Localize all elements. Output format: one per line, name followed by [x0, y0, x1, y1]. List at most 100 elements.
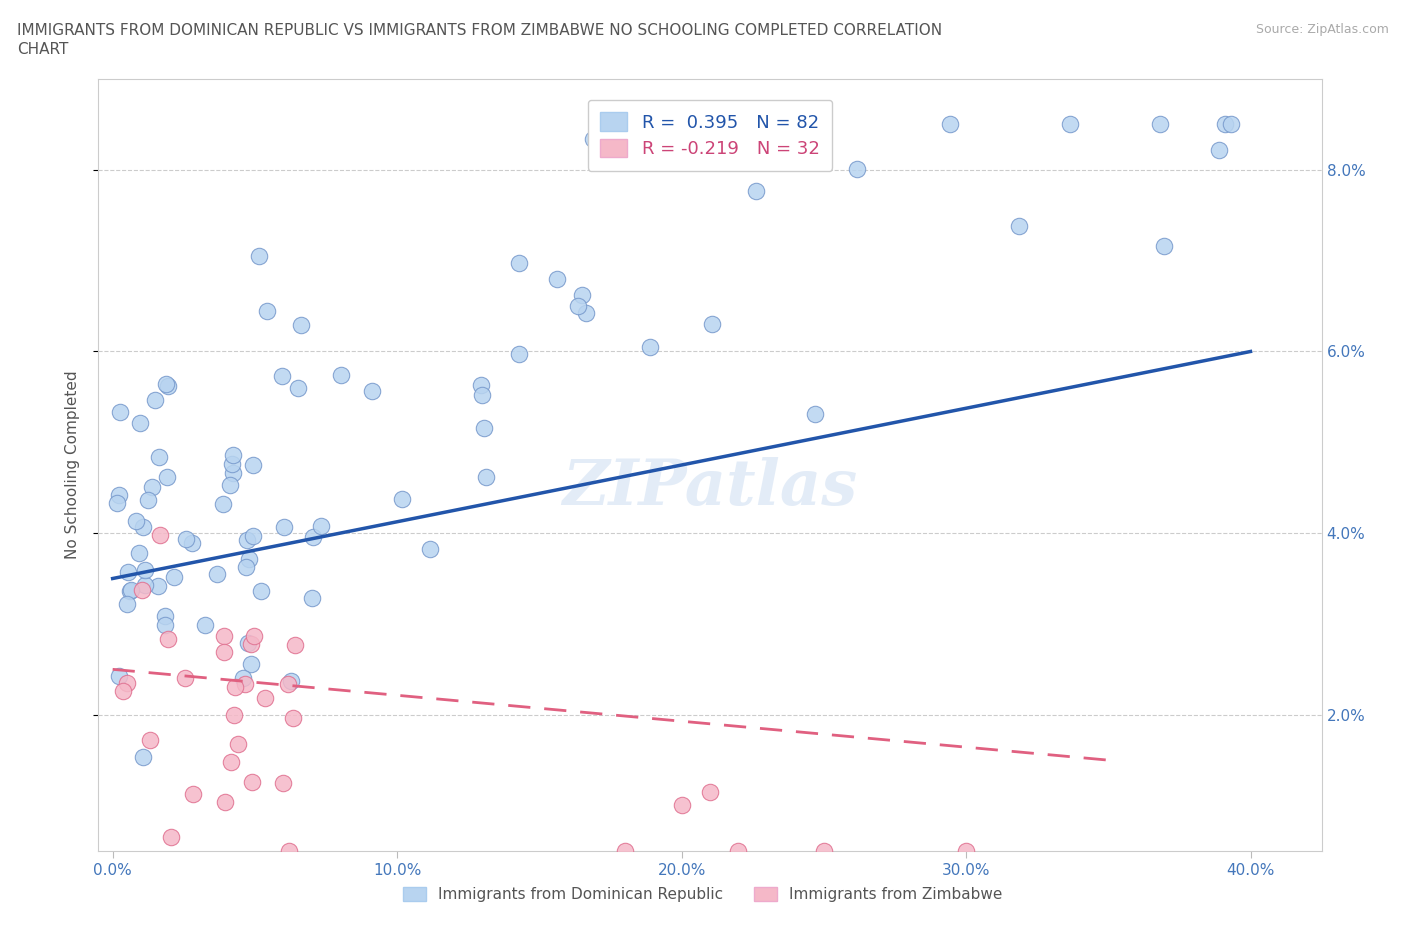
Point	[727, 844, 749, 858]
Point	[157, 379, 180, 393]
Point	[243, 629, 266, 644]
Point	[205, 567, 228, 582]
Point	[153, 608, 176, 623]
Point	[311, 519, 333, 534]
Point	[174, 671, 197, 686]
Point	[131, 750, 153, 764]
Text: ZIPatlas: ZIPatlas	[562, 458, 858, 519]
Point	[120, 583, 142, 598]
Point	[148, 449, 170, 464]
Point	[846, 162, 869, 177]
Point	[290, 318, 312, 333]
Point	[575, 306, 598, 321]
Point	[105, 496, 128, 511]
Point	[360, 383, 382, 398]
Point	[256, 304, 278, 319]
Point	[253, 690, 276, 705]
Point	[240, 657, 263, 671]
Point	[212, 628, 235, 643]
Point	[955, 844, 977, 858]
Point	[212, 497, 235, 512]
Point	[141, 479, 163, 494]
Legend: Immigrants from Dominican Republic, Immigrants from Zimbabwe: Immigrants from Dominican Republic, Immi…	[398, 881, 1008, 909]
Point	[508, 255, 530, 270]
Point	[232, 671, 254, 685]
Point	[582, 131, 605, 146]
Point	[236, 635, 259, 650]
Point	[281, 711, 304, 725]
Point	[1208, 142, 1230, 157]
Point	[247, 249, 270, 264]
Point	[131, 519, 153, 534]
Point	[156, 631, 179, 646]
Point	[108, 405, 131, 419]
Point	[115, 676, 138, 691]
Point	[156, 470, 179, 485]
Point	[153, 618, 176, 632]
Point	[108, 669, 131, 684]
Point	[149, 527, 172, 542]
Point	[162, 569, 184, 584]
Point	[1008, 219, 1031, 233]
Point	[745, 183, 768, 198]
Point	[287, 380, 309, 395]
Point	[134, 578, 156, 592]
Point	[111, 684, 134, 698]
Point	[174, 532, 197, 547]
Text: Source: ZipAtlas.com: Source: ZipAtlas.com	[1256, 23, 1389, 36]
Point	[218, 478, 240, 493]
Point	[508, 346, 530, 361]
Point	[226, 737, 249, 751]
Point	[804, 406, 827, 421]
Point	[134, 563, 156, 578]
Point	[475, 470, 498, 485]
Point	[233, 676, 256, 691]
Point	[214, 794, 236, 809]
Point	[277, 677, 299, 692]
Point	[278, 844, 301, 858]
Point	[280, 674, 302, 689]
Point	[284, 638, 307, 653]
Point	[470, 378, 492, 392]
Point	[221, 457, 243, 472]
Point	[474, 420, 496, 435]
Point	[546, 272, 568, 286]
Point	[242, 529, 264, 544]
Point	[193, 618, 215, 632]
Point	[273, 520, 295, 535]
Point	[301, 590, 323, 604]
Point	[136, 493, 159, 508]
Point	[143, 392, 166, 407]
Text: CHART: CHART	[17, 42, 69, 57]
Point	[222, 707, 245, 722]
Point	[146, 578, 169, 593]
Point	[125, 513, 148, 528]
Point	[1059, 117, 1081, 132]
Point	[242, 775, 264, 790]
Point	[108, 487, 131, 502]
Y-axis label: No Schooling Completed: No Schooling Completed	[65, 371, 80, 559]
Point	[181, 787, 204, 802]
Point	[242, 458, 264, 472]
Point	[671, 797, 693, 812]
Point	[240, 636, 263, 651]
Point	[419, 542, 441, 557]
Point	[181, 536, 204, 551]
Legend: R =  0.395  N = 82, R = -0.219  N = 32: R = 0.395 N = 82, R = -0.219 N = 32	[588, 100, 832, 171]
Point	[222, 447, 245, 462]
Point	[571, 288, 593, 303]
Point	[700, 317, 723, 332]
Point	[117, 565, 139, 579]
Point	[699, 784, 721, 799]
Point	[128, 546, 150, 561]
Point	[1219, 117, 1241, 132]
Point	[222, 466, 245, 481]
Point	[471, 388, 494, 403]
Point	[131, 583, 153, 598]
Point	[118, 583, 141, 598]
Point	[391, 492, 413, 507]
Point	[613, 844, 636, 858]
Point	[273, 776, 295, 790]
Point	[224, 679, 246, 694]
Point	[115, 596, 138, 611]
